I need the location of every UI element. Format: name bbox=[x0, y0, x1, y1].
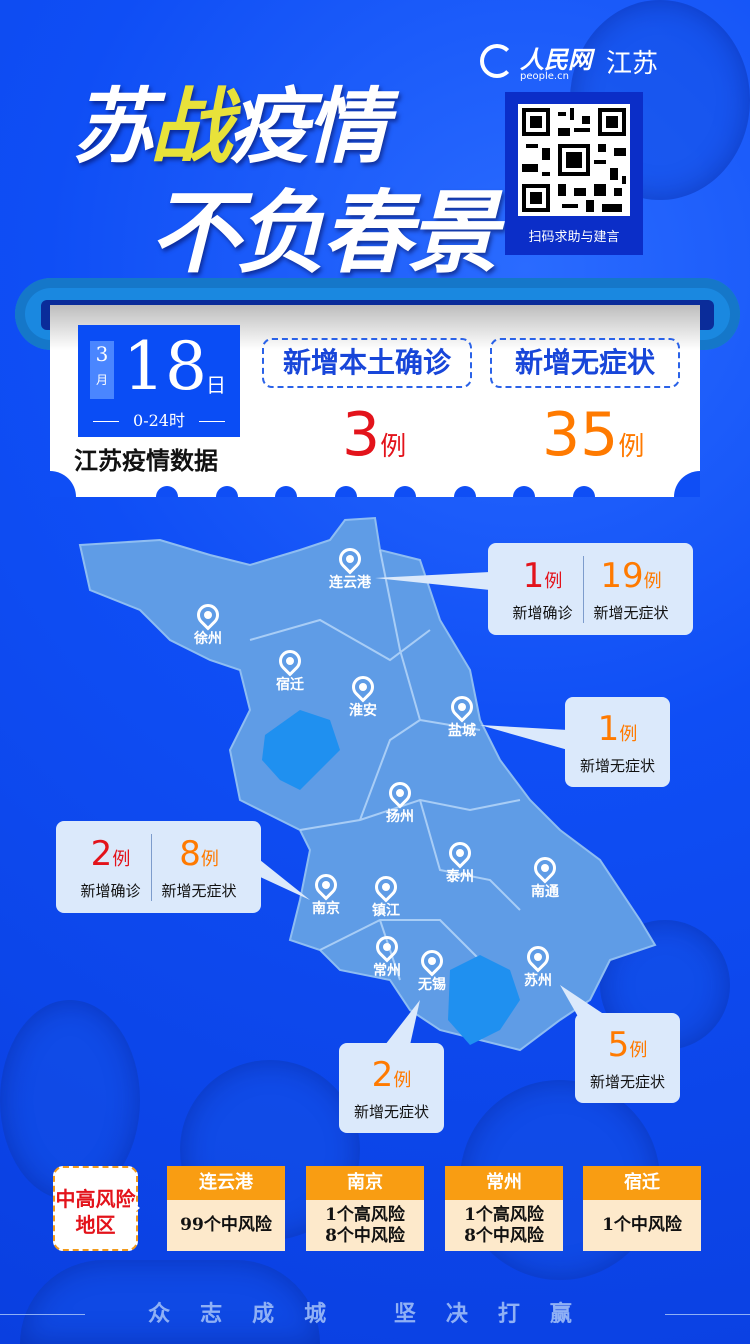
city-pin[interactable]: 宿迁 bbox=[274, 645, 306, 694]
confirmed-count: 3例 bbox=[342, 400, 407, 470]
city-name: 连云港 bbox=[329, 575, 371, 591]
callout-wuxi: 2例 新增无症状 bbox=[339, 1043, 444, 1133]
city-pin[interactable]: 盐城 bbox=[446, 691, 478, 740]
city-pin[interactable]: 南京 bbox=[310, 869, 342, 918]
city-pin[interactable]: 苏州 bbox=[522, 941, 554, 990]
city-name: 无锡 bbox=[418, 977, 446, 993]
qr-code[interactable] bbox=[518, 104, 630, 216]
callout-lianyungang: 1例 新增确诊 19例 新增无症状 bbox=[488, 543, 693, 635]
city-pin[interactable]: 南通 bbox=[529, 852, 561, 901]
summary-title: 江苏疫情数据 bbox=[74, 446, 218, 475]
city-name: 南通 bbox=[531, 884, 559, 900]
location-pin-icon bbox=[370, 871, 402, 903]
risk-area-changzhou: 常州 1个高风险 8个中风险 bbox=[445, 1166, 563, 1251]
city-name: 徐州 bbox=[194, 631, 222, 647]
taihu-lake bbox=[448, 955, 520, 1045]
asymptomatic-count: 35例 bbox=[542, 400, 645, 470]
location-pin-icon bbox=[274, 645, 306, 677]
city-name: 扬州 bbox=[386, 809, 414, 825]
city-pin[interactable]: 常州 bbox=[371, 931, 403, 980]
day: 18 bbox=[123, 328, 207, 405]
jiangsu-map bbox=[78, 516, 657, 1052]
location-pin-icon bbox=[192, 599, 224, 631]
city-name: 淮安 bbox=[349, 703, 377, 719]
risk-area-suqian: 宿迁 1个中风险 bbox=[583, 1166, 701, 1251]
city-name: 南京 bbox=[312, 901, 340, 917]
location-pin-icon bbox=[347, 671, 379, 703]
location-pin-icon bbox=[522, 941, 554, 973]
risk-area-lianyungang: 连云港 99个中风险 bbox=[167, 1166, 285, 1251]
hongze-lake bbox=[262, 710, 340, 790]
time-range: 0-24时 bbox=[78, 407, 240, 431]
location-pin-icon bbox=[334, 543, 366, 575]
city-name: 盐城 bbox=[448, 723, 476, 739]
location-pin-icon bbox=[416, 945, 448, 977]
city-name: 镇江 bbox=[372, 903, 400, 919]
people-cn-logo: 人民网 people.cn 江苏 bbox=[480, 40, 658, 82]
asymptomatic-label: 新增无症状 bbox=[490, 338, 680, 388]
city-pin[interactable]: 泰州 bbox=[444, 837, 476, 886]
risk-area-nanjing: 南京 1个高风险 8个中风险 bbox=[306, 1166, 424, 1251]
confirmed-label: 新增本土确诊 bbox=[262, 338, 472, 388]
logo-mark-icon bbox=[480, 44, 514, 78]
location-pin-icon bbox=[529, 852, 561, 884]
risk-areas-label: 中高风险地区 bbox=[53, 1166, 140, 1251]
city-name: 苏州 bbox=[524, 973, 552, 989]
location-pin-icon bbox=[384, 777, 416, 809]
callout-nanjing: 2例 新增确诊 8例 新增无症状 bbox=[56, 821, 261, 913]
city-pin[interactable]: 扬州 bbox=[384, 777, 416, 826]
callout-suzhou: 5例 新增无症状 bbox=[575, 1013, 680, 1103]
city-pin[interactable]: 连云港 bbox=[329, 543, 371, 592]
qr-caption: 扫码求助与建言 bbox=[528, 230, 620, 245]
qr-panel[interactable]: 扫码求助与建言 bbox=[505, 92, 643, 255]
city-pin[interactable]: 镇江 bbox=[370, 871, 402, 920]
location-pin-icon bbox=[444, 837, 476, 869]
city-name: 常州 bbox=[373, 963, 401, 979]
virus-decoration bbox=[20, 1260, 320, 1344]
city-pin[interactable]: 无锡 bbox=[416, 945, 448, 994]
location-pin-icon bbox=[310, 869, 342, 901]
location-pin-icon bbox=[446, 691, 478, 723]
location-pin-icon bbox=[371, 931, 403, 963]
callout-yancheng: 1例 新增无症状 bbox=[565, 697, 670, 787]
footer-slogan: 众志成城 坚决打赢 bbox=[0, 1300, 750, 1330]
city-pin[interactable]: 淮安 bbox=[347, 671, 379, 720]
city-name: 宿迁 bbox=[276, 677, 304, 693]
city-pin[interactable]: 徐州 bbox=[192, 599, 224, 648]
headline-line1: 苏战疫情 bbox=[72, 79, 388, 175]
headline-line2: 不负春景 bbox=[150, 180, 498, 286]
city-name: 泰州 bbox=[446, 869, 474, 885]
